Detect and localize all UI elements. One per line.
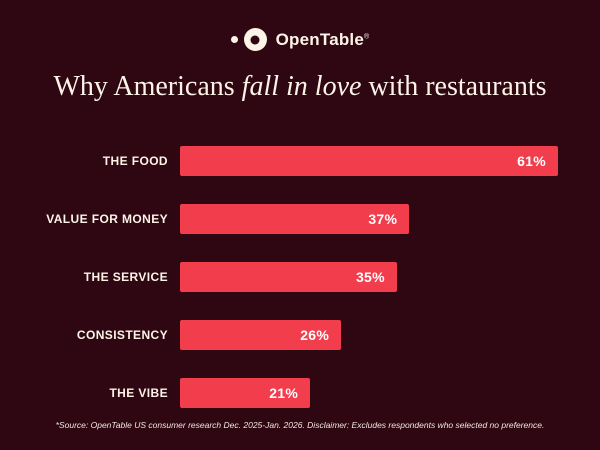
bar-value: 26% — [300, 326, 330, 343]
bar: 61% — [180, 145, 558, 176]
bar-row: CONSISTENCY 26% — [40, 319, 558, 350]
bar: 26% — [180, 319, 342, 350]
logo-dot-icon — [230, 36, 238, 43]
bar-track: 37% — [180, 203, 558, 234]
brand-name-text: OpenTable — [275, 29, 365, 49]
page-title: Why Americans fall in love with restaura… — [0, 71, 600, 103]
bar-label: VALUE FOR MONEY — [46, 211, 168, 226]
bar: 21% — [180, 377, 311, 408]
bar-row: THE VIBE 21% — [40, 377, 558, 408]
title-italic: fall in love — [241, 71, 362, 102]
title-prefix: Why Americans — [53, 71, 242, 102]
bar-track: 26% — [180, 319, 558, 350]
bar-rows: THE FOOD 61% VALUE FOR MONEY 37% THE SERVICE… — [40, 145, 558, 408]
bar-row: THE FOOD 61% — [40, 145, 558, 176]
bar-chart: THE FOOD 61% VALUE FOR MONEY 37% THE SERVICE… — [0, 145, 600, 408]
bar-track: 21% — [180, 377, 558, 408]
bar: 35% — [180, 261, 397, 292]
bar-track: 35% — [180, 261, 558, 292]
bar-label: THE VIBE — [109, 385, 168, 400]
bar-value: 21% — [269, 384, 299, 401]
brand-name: OpenTable® — [276, 30, 370, 50]
bar-row: THE SERVICE 35% — [40, 261, 558, 292]
bar-label: CONSISTENCY — [76, 327, 168, 342]
title-suffix: with restaurants — [361, 71, 547, 102]
bar-value: 37% — [368, 210, 398, 227]
brand-logo: OpenTable® — [0, 28, 600, 51]
opentable-logo-icon — [230, 28, 267, 51]
bar: 37% — [180, 203, 410, 234]
registered-mark: ® — [364, 32, 370, 40]
bar-track: 61% — [180, 145, 558, 176]
bar-label: THE FOOD — [102, 153, 168, 168]
source-footnote: *Source: OpenTable US consumer research … — [55, 420, 545, 430]
bar-label: THE SERVICE — [83, 269, 168, 284]
bar-value: 61% — [517, 152, 546, 169]
bar-value: 35% — [355, 268, 385, 285]
logo-ring-icon — [243, 28, 267, 51]
bar-row: VALUE FOR MONEY 37% — [40, 203, 558, 234]
